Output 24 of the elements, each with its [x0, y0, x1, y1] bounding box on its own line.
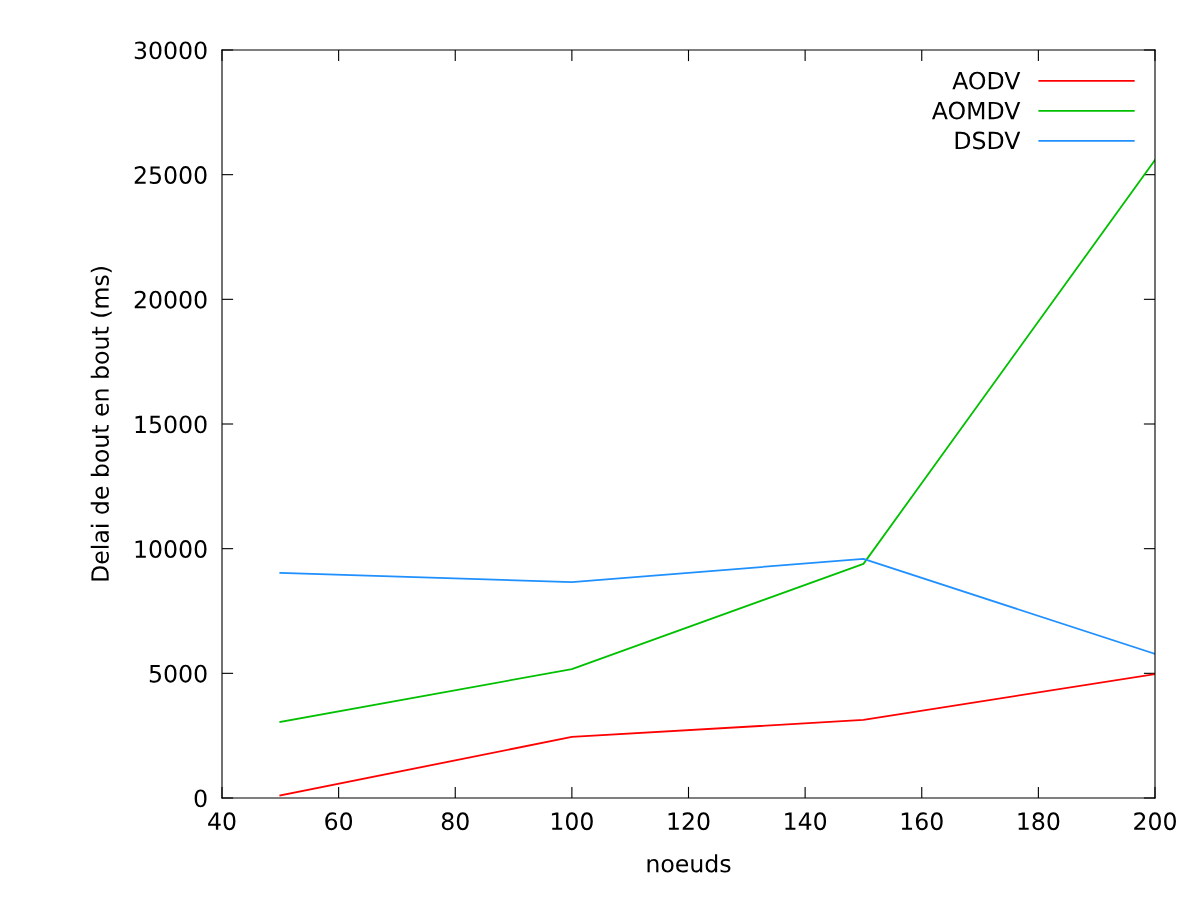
x-axis-title: noeuds [647, 854, 731, 873]
x-tick-label: 80 [441, 812, 469, 831]
x-tick-label: 160 [901, 812, 943, 831]
x-tick-label: 100 [551, 812, 593, 831]
y-tick-label: 0 [194, 789, 207, 808]
legend-label: AOMDV [931, 101, 1021, 120]
x-tick-label: 180 [1018, 812, 1060, 831]
y-axis-title: Delai de bout en bout (ms) [90, 267, 112, 581]
legend-label: DSDV [955, 131, 1021, 150]
line-series [279, 673, 1155, 797]
legend-label: AODV [952, 71, 1021, 90]
x-tick-label: 120 [668, 812, 710, 831]
y-tick-label: 15000 [135, 415, 207, 434]
x-tick-label: 200 [1134, 812, 1176, 831]
line-series [279, 159, 1155, 723]
y-tick-label: 5000 [149, 664, 207, 683]
x-tick-label: 60 [325, 812, 353, 831]
x-tick-label: 40 [208, 812, 236, 831]
y-tick-label: 25000 [134, 166, 207, 184]
y-tick-label: 30000 [134, 41, 207, 60]
x-tick-label: 140 [785, 812, 827, 831]
line-series [279, 557, 1155, 655]
y-tick-label: 20000 [134, 290, 207, 309]
y-tick-label: 10000 [135, 540, 207, 558]
